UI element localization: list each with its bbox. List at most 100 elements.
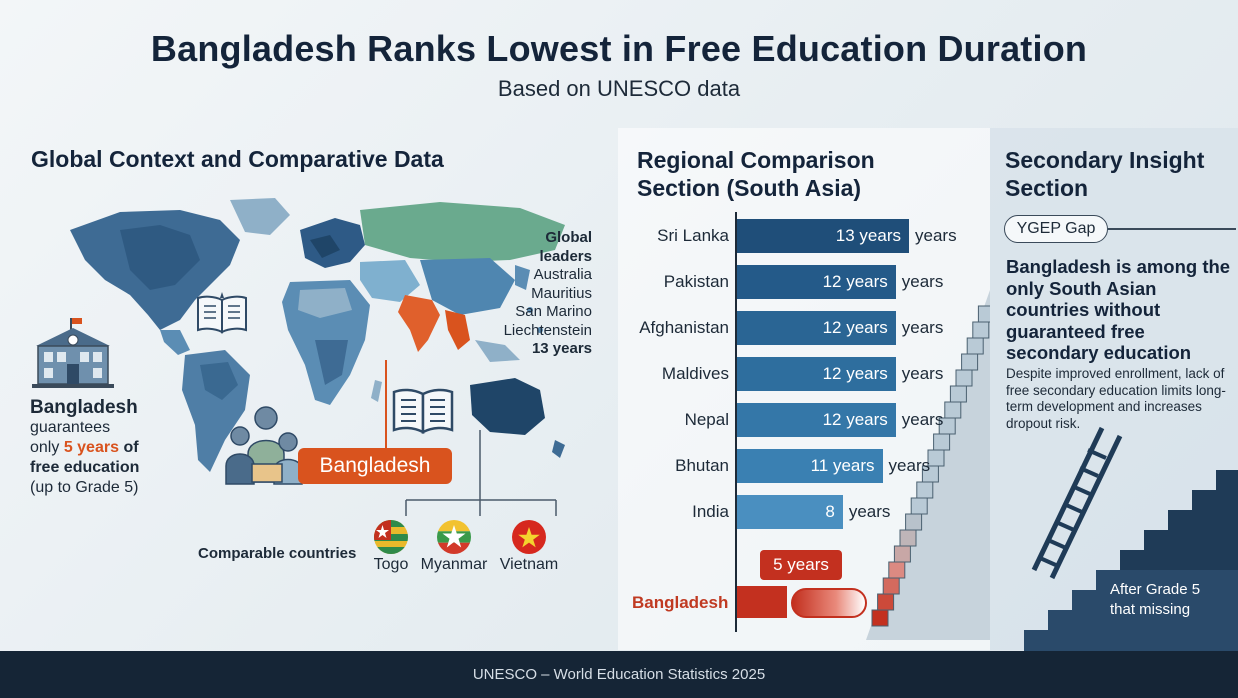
summary-line: only [30,439,60,456]
regional-section-heading: Regional Comparison Section (South Asia) [637,146,875,202]
comparable-countries-label: Comparable countries [198,545,357,562]
bar-unit-label: years [915,226,957,245]
insight-heading-line: Section [1005,175,1089,201]
bar [737,449,883,483]
global-leaders-heading: Global leaders [539,229,592,265]
book-icon [392,388,454,435]
bar-value-label: 12 years [822,318,888,337]
page-subtitle: Based on UNESCO data [497,76,741,101]
comparable-country-name: Myanmar [420,556,488,573]
stair-step [966,337,984,355]
stair-step [910,497,928,515]
leader-country: Australia [533,266,592,283]
stair-step [871,609,889,627]
ladder-stairs-illustration [1024,426,1238,652]
bar-value-label: 12 years [822,410,888,429]
summary-line: (up to Grade 5) [30,479,139,496]
insight-section-heading: Secondary Insight Section [1005,146,1204,202]
bar [737,495,843,529]
bar-category-label: Nepal [684,410,729,429]
after-grade-line: that missing [1110,601,1191,618]
bar-bangladesh [737,586,787,618]
global-leaders-block: Global leaders Australia Mauritius San M… [492,229,592,359]
bar-category-label: Pakistan [663,272,729,291]
bar [737,357,896,391]
bar-unit-label: years [901,318,944,337]
bar-category-label: Bhutan [675,456,729,475]
leaders-years: 13 years [531,340,592,357]
book-icon [197,292,247,334]
togo-flag-icon [374,520,408,554]
insight-heading-line: Secondary Insight [1005,147,1205,173]
vietnam-flag-icon [512,520,546,554]
leader-country: San Marino [515,303,592,320]
regional-heading-line: Regional Comparison [637,147,875,173]
summary-line: of [123,439,139,456]
school-icon [32,318,114,388]
stair-step [899,529,917,547]
bar [737,265,896,299]
stair-step [944,401,962,419]
stair-step [955,369,973,387]
regional-heading-line: Section (South Asia) [637,175,862,201]
bar [737,311,896,345]
bar-category-label-bangladesh: Bangladesh [632,593,729,612]
tag-connector-line [1108,228,1236,230]
insight-body-text: Despite improved enrollment, lack of fre… [1006,366,1226,431]
bar-unit-label: years [901,410,944,429]
insight-statement: Bangladesh is among the only South Asian… [1006,256,1231,363]
stair-step [916,481,934,499]
bar-value-label: 12 years [822,364,888,383]
bangladesh-map-tag: Bangladesh [298,448,452,484]
stair-step [927,449,945,467]
stair-step [949,385,967,403]
stair-step [961,353,979,371]
bar-value-label: 11 years [810,456,875,475]
stair-step [877,593,895,611]
bar-unit-label: years [848,502,891,521]
stair-step [888,561,906,579]
bar-category-label: India [692,502,729,521]
family-icon [225,406,303,485]
bar-value-label: 13 years [835,226,901,245]
connector-lines [385,360,557,516]
leader-country: Liechtenstein [503,321,592,339]
summary-line: guarantees [30,419,111,436]
bar [737,219,909,253]
footer-bar [0,651,1238,698]
page-title: Bangladesh Ranks Lowest in Free Educatio… [150,28,1088,69]
bangladesh-summary: Bangladesh guarantees only 5 years of fr… [30,398,180,498]
bar [737,403,896,437]
stair-step [893,545,911,563]
myanmar-flag-icon [437,520,471,554]
bar-unit-label: years [888,456,931,475]
bar-category-label: Sri Lanka [657,226,729,245]
bar-value-label: 8 [825,502,835,521]
bar-category-label: Afghanistan [639,318,729,337]
bangladesh-progress-pill [791,588,867,618]
world-map-illustration [70,198,565,472]
summary-highlight: 5 years [63,439,119,456]
global-section-heading: Global Context and Comparative Data [31,146,444,172]
bangladesh-value-callout: 5 years [760,550,842,580]
stair-step [882,577,900,595]
stair-step [933,433,951,451]
ygep-gap-tag: YGEP Gap [1004,215,1108,243]
bar-value-label: 12 years [822,272,888,291]
after-grade-label: After Grade 5 that missing [1110,580,1200,620]
summary-line: free education [30,459,140,476]
bar-unit-label: years [901,272,944,291]
stair-step [977,305,990,323]
comparable-country-name: Togo [373,556,409,573]
bar-category-label: Maldives [661,364,729,383]
comparable-country-name: Vietnam [499,556,559,573]
stair-step [905,513,923,531]
summary-country: Bangladesh [30,397,138,418]
stair-step [972,321,990,339]
staircase-illustration [866,290,990,640]
footer-source: UNESCO – World Education Statistics 2025 [472,666,766,683]
after-grade-line: After Grade 5 [1110,581,1201,598]
chart-axis [735,212,737,632]
leader-country: Mauritius [531,284,592,302]
bar-unit-label: years [901,364,944,383]
